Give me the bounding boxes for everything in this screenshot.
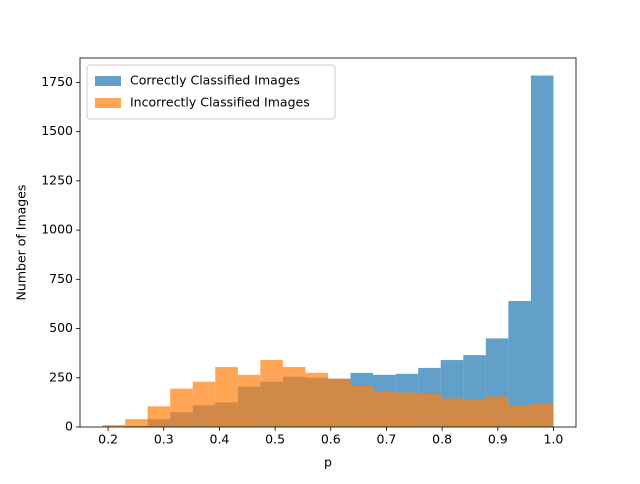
histogram-bar (170, 388, 193, 427)
histogram-bar (305, 372, 328, 427)
x-tick-label: 0.7 (377, 432, 397, 447)
legend: Correctly Classified Images Incorrectly C… (86, 64, 336, 120)
y-tick-label: 250 (49, 369, 73, 384)
y-tick-label: 1250 (41, 172, 73, 187)
y-axis-label: Number of Images (14, 185, 29, 301)
legend-swatch (95, 98, 121, 108)
histogram-bar (485, 396, 509, 427)
x-tick-label: 0.6 (321, 432, 341, 447)
y-tick-label: 1500 (41, 123, 73, 138)
legend-box (86, 64, 336, 120)
histogram-bar (440, 398, 464, 427)
histogram-bar (508, 300, 531, 427)
histogram-bar (530, 403, 554, 427)
histogram-bar (530, 75, 554, 428)
histogram-bar (508, 405, 531, 427)
histogram-bar (373, 391, 396, 427)
histogram-bar (192, 381, 216, 427)
histogram-bar (463, 399, 486, 427)
x-tick-label: 0.3 (154, 432, 174, 447)
histogram-bar (328, 378, 351, 427)
x-axis-label: p (324, 455, 332, 470)
y-tick-label: 0 (65, 419, 73, 434)
x-tick-label: 0.8 (432, 432, 452, 447)
x-tick-label: 0.4 (210, 432, 230, 447)
histogram-bar (260, 360, 283, 427)
x-tick-label: 0.9 (488, 432, 508, 447)
y-tick-label: 750 (49, 271, 73, 286)
y-tick-label: 500 (49, 320, 73, 335)
histogram-bar (215, 366, 238, 427)
histogram-bar (147, 406, 171, 427)
histogram-bar (125, 419, 148, 427)
histogram-bar (102, 425, 126, 427)
y-tick-label: 1750 (41, 74, 73, 89)
x-tick-label: 0.2 (98, 432, 118, 447)
histogram-bar (282, 366, 306, 427)
histogram-bar (237, 374, 261, 427)
y-tick-label: 1000 (41, 222, 73, 237)
x-tick-label: 0.5 (265, 432, 285, 447)
legend-label: Correctly Classified Images (130, 73, 300, 88)
axes-frame (79, 57, 577, 428)
histogram-bar (418, 393, 441, 427)
histogram-bar (395, 392, 419, 427)
legend-label: Incorrectly Classified Images (130, 95, 310, 110)
histogram-bar (350, 385, 374, 427)
legend-swatch (95, 76, 121, 86)
x-tick-label: 1.0 (544, 432, 564, 447)
